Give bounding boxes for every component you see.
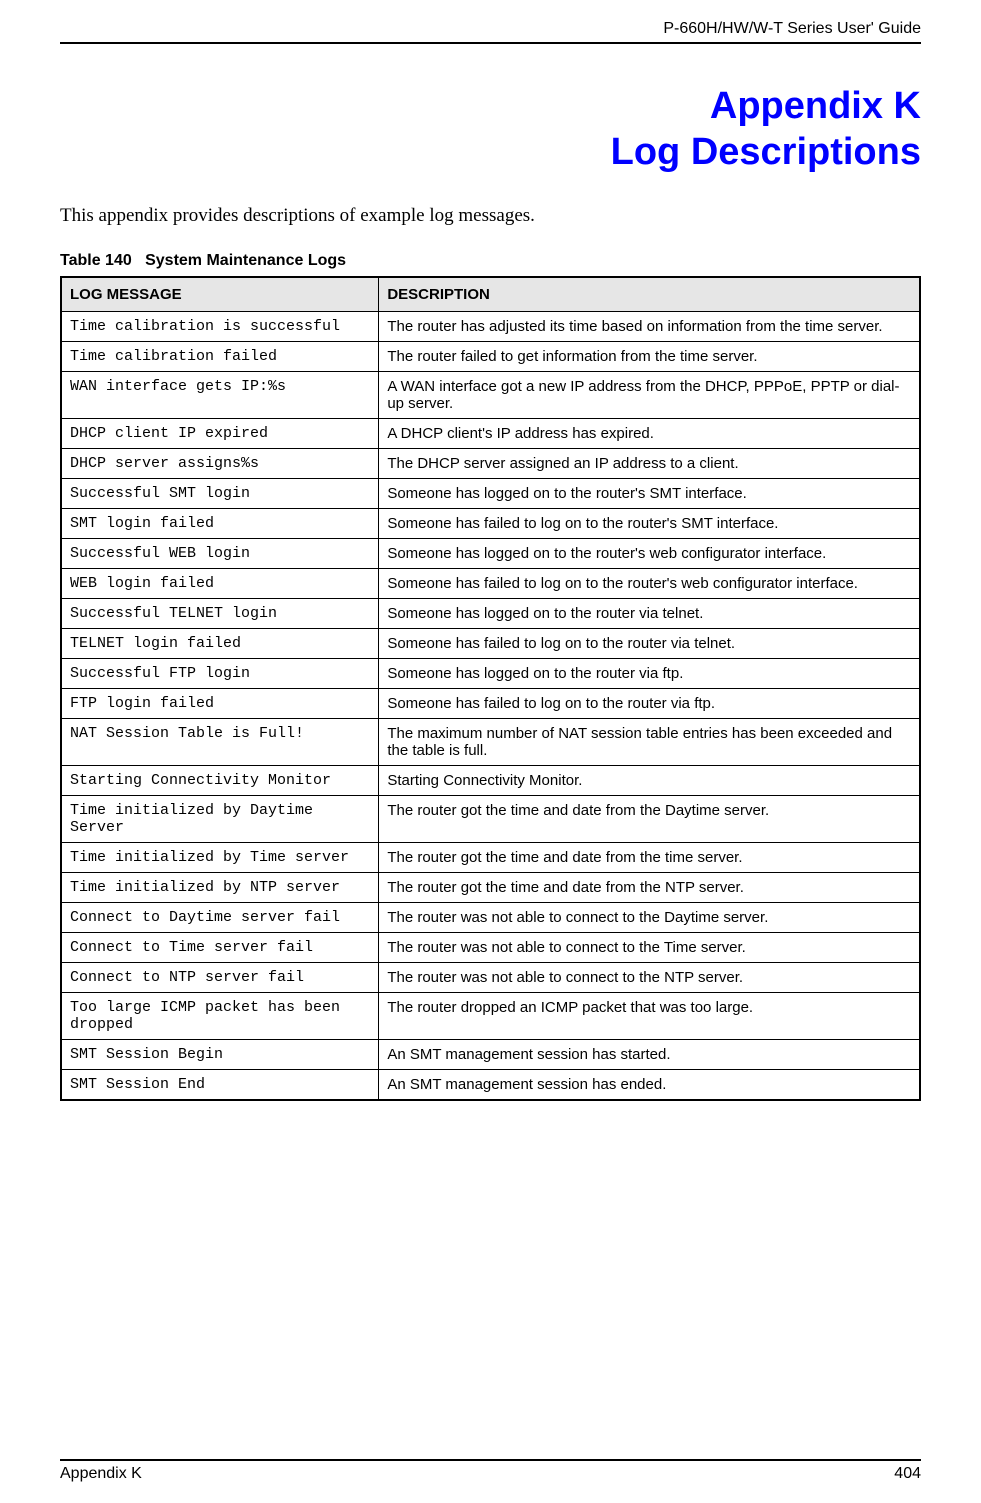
table-row: SMT Session EndAn SMT management session… — [61, 1070, 920, 1101]
description-cell: Someone has failed to log on to the rout… — [379, 689, 920, 719]
col-header-desc: DESCRIPTION — [379, 277, 920, 312]
table-row: DHCP server assigns%sThe DHCP server ass… — [61, 449, 920, 479]
table-row: Time initialized by Daytime ServerThe ro… — [61, 796, 920, 843]
log-message-cell: Connect to NTP server fail — [61, 963, 379, 993]
table-row: SMT login failedSomeone has failed to lo… — [61, 509, 920, 539]
log-message-cell: Successful SMT login — [61, 479, 379, 509]
description-cell: The router has adjusted its time based o… — [379, 312, 920, 342]
table-row: Time calibration is successfulThe router… — [61, 312, 920, 342]
table-caption: Table 140 System Maintenance Logs — [60, 252, 921, 270]
log-message-cell: Time initialized by NTP server — [61, 873, 379, 903]
log-message-cell: WAN interface gets IP:%s — [61, 372, 379, 419]
log-message-cell: WEB login failed — [61, 569, 379, 599]
log-message-cell: SMT Session Begin — [61, 1040, 379, 1070]
log-message-cell: Time initialized by Daytime Server — [61, 796, 379, 843]
guide-title: P-660H/HW/W-T Series User' Guide — [60, 20, 921, 38]
description-cell: Someone has logged on to the router via … — [379, 659, 920, 689]
log-message-cell: NAT Session Table is Full! — [61, 719, 379, 766]
log-message-cell: Successful FTP login — [61, 659, 379, 689]
log-message-cell: Connect to Time server fail — [61, 933, 379, 963]
log-message-cell: Too large ICMP packet has been dropped — [61, 993, 379, 1040]
description-cell: The DHCP server assigned an IP address t… — [379, 449, 920, 479]
description-cell: An SMT management session has ended. — [379, 1070, 920, 1101]
description-cell: The router dropped an ICMP packet that w… — [379, 993, 920, 1040]
table-row: Successful WEB loginSomeone has logged o… — [61, 539, 920, 569]
col-header-log: LOG MESSAGE — [61, 277, 379, 312]
description-cell: Someone has logged on to the router via … — [379, 599, 920, 629]
log-table: LOG MESSAGE DESCRIPTION Time calibration… — [60, 276, 921, 1101]
description-cell: Someone has logged on to the router's we… — [379, 539, 920, 569]
page-footer: Appendix K 404 — [60, 1459, 921, 1483]
table-row: Time initialized by NTP serverThe router… — [61, 873, 920, 903]
table-row: FTP login failedSomeone has failed to lo… — [61, 689, 920, 719]
table-row: Successful TELNET loginSomeone has logge… — [61, 599, 920, 629]
log-message-cell: Starting Connectivity Monitor — [61, 766, 379, 796]
description-cell: An SMT management session has started. — [379, 1040, 920, 1070]
description-cell: A DHCP client's IP address has expired. — [379, 419, 920, 449]
table-row: Too large ICMP packet has been droppedTh… — [61, 993, 920, 1040]
description-cell: A WAN interface got a new IP address fro… — [379, 372, 920, 419]
document-page: P-660H/HW/W-T Series User' Guide Appendi… — [0, 0, 981, 1503]
log-message-cell: FTP login failed — [61, 689, 379, 719]
table-row: NAT Session Table is Full!The maximum nu… — [61, 719, 920, 766]
description-cell: The router was not able to connect to th… — [379, 903, 920, 933]
appendix-title: Appendix K Log Descriptions — [60, 84, 921, 175]
table-row: Starting Connectivity MonitorStarting Co… — [61, 766, 920, 796]
description-cell: Someone has logged on to the router's SM… — [379, 479, 920, 509]
caption-text: System Maintenance Logs — [145, 252, 346, 269]
intro-paragraph: This appendix provides descriptions of e… — [60, 205, 921, 227]
table-row: Time calibration failedThe router failed… — [61, 342, 920, 372]
log-message-cell: Connect to Daytime server fail — [61, 903, 379, 933]
description-cell: The router was not able to connect to th… — [379, 963, 920, 993]
page-header: P-660H/HW/W-T Series User' Guide — [60, 20, 921, 44]
table-row: SMT Session BeginAn SMT management sessi… — [61, 1040, 920, 1070]
log-message-cell: SMT Session End — [61, 1070, 379, 1101]
description-cell: Someone has failed to log on to the rout… — [379, 569, 920, 599]
description-cell: Someone has failed to log on to the rout… — [379, 509, 920, 539]
description-cell: Someone has failed to log on to the rout… — [379, 629, 920, 659]
log-message-cell: Successful TELNET login — [61, 599, 379, 629]
table-row: Time initialized by Time serverThe route… — [61, 843, 920, 873]
table-row: Connect to Daytime server failThe router… — [61, 903, 920, 933]
description-cell: The router got the time and date from th… — [379, 873, 920, 903]
table-row: WAN interface gets IP:%sA WAN interface … — [61, 372, 920, 419]
table-row: Connect to Time server failThe router wa… — [61, 933, 920, 963]
footer-right: 404 — [894, 1465, 921, 1483]
table-row: Successful SMT loginSomeone has logged o… — [61, 479, 920, 509]
caption-prefix: Table 140 — [60, 252, 132, 269]
title-line-2: Log Descriptions — [611, 131, 921, 173]
description-cell: The router got the time and date from th… — [379, 843, 920, 873]
description-cell: The maximum number of NAT session table … — [379, 719, 920, 766]
log-message-cell: Time calibration is successful — [61, 312, 379, 342]
table-header-row: LOG MESSAGE DESCRIPTION — [61, 277, 920, 312]
table-row: Connect to NTP server failThe router was… — [61, 963, 920, 993]
description-cell: Starting Connectivity Monitor. — [379, 766, 920, 796]
title-line-1: Appendix K — [710, 85, 921, 127]
log-message-cell: TELNET login failed — [61, 629, 379, 659]
table-row: DHCP client IP expiredA DHCP client's IP… — [61, 419, 920, 449]
log-message-cell: SMT login failed — [61, 509, 379, 539]
log-message-cell: Successful WEB login — [61, 539, 379, 569]
footer-left: Appendix K — [60, 1465, 142, 1483]
description-cell: The router was not able to connect to th… — [379, 933, 920, 963]
table-row: WEB login failedSomeone has failed to lo… — [61, 569, 920, 599]
description-cell: The router got the time and date from th… — [379, 796, 920, 843]
log-message-cell: DHCP client IP expired — [61, 419, 379, 449]
table-row: TELNET login failedSomeone has failed to… — [61, 629, 920, 659]
table-row: Successful FTP loginSomeone has logged o… — [61, 659, 920, 689]
log-message-cell: Time initialized by Time server — [61, 843, 379, 873]
log-message-cell: DHCP server assigns%s — [61, 449, 379, 479]
log-message-cell: Time calibration failed — [61, 342, 379, 372]
description-cell: The router failed to get information fro… — [379, 342, 920, 372]
